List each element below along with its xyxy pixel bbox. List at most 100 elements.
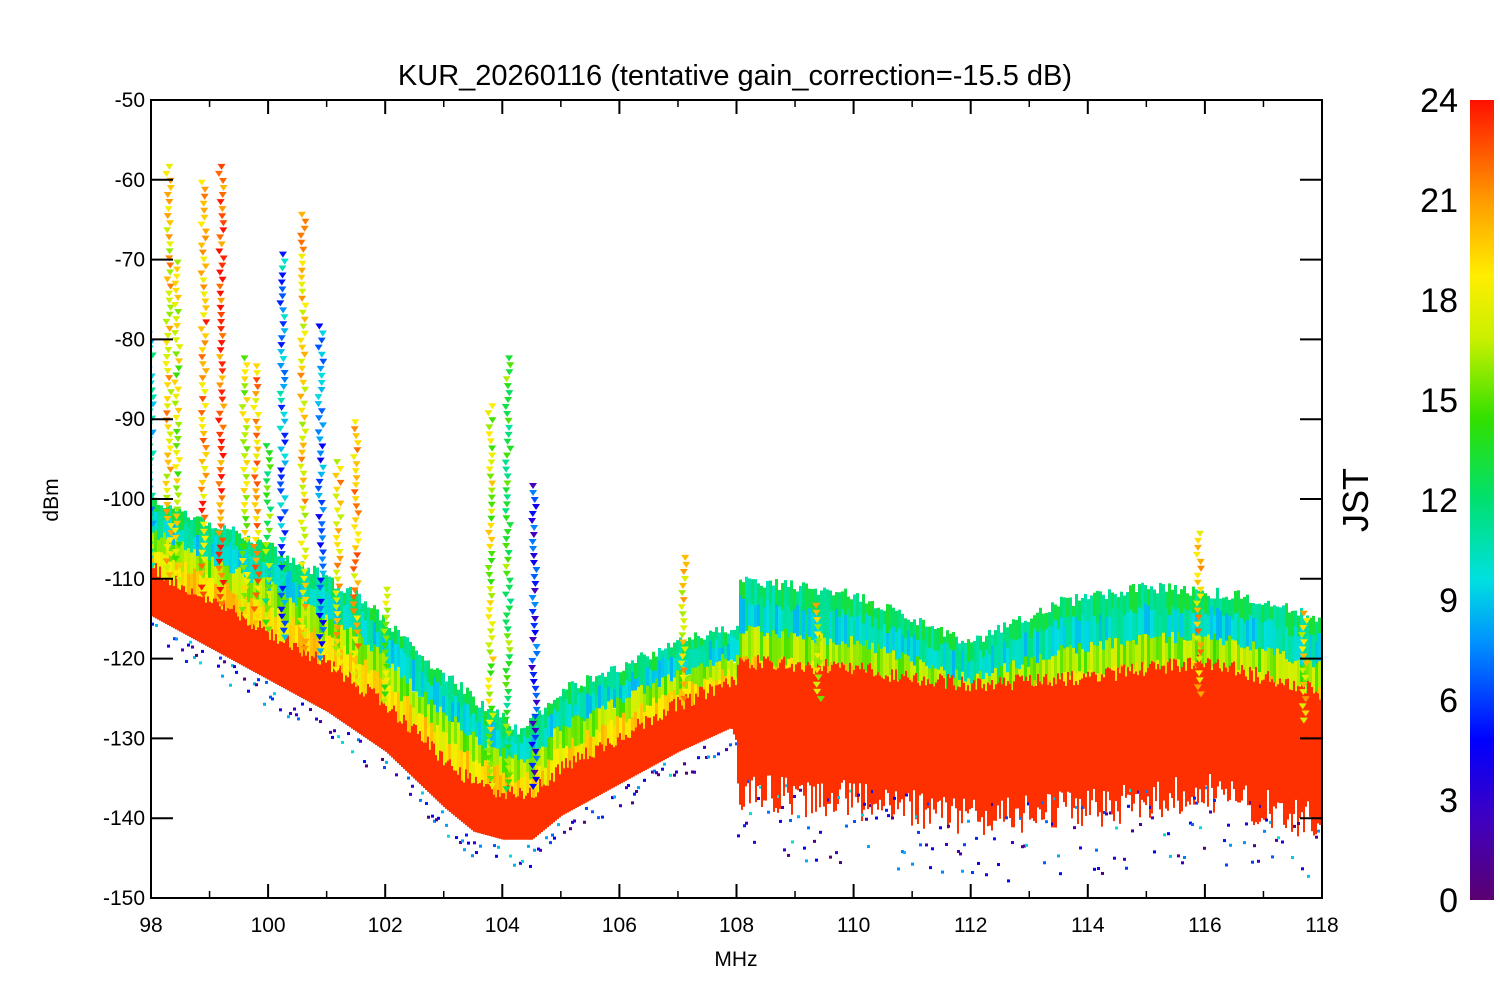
data-band bbox=[379, 630, 382, 661]
noise-floor bbox=[947, 673, 949, 829]
spike-marker bbox=[332, 632, 341, 638]
spike-marker bbox=[502, 376, 511, 383]
data-band bbox=[160, 537, 163, 566]
spike-marker bbox=[380, 628, 389, 635]
spike-marker bbox=[503, 383, 512, 390]
data-point bbox=[611, 796, 614, 800]
data-band bbox=[1150, 638, 1153, 680]
spike-marker bbox=[353, 664, 362, 671]
data-band bbox=[580, 717, 583, 749]
noise-floor bbox=[985, 691, 987, 811]
noise-floor bbox=[1105, 668, 1107, 813]
spike-marker bbox=[216, 460, 225, 467]
data-point bbox=[289, 711, 292, 715]
data-point bbox=[613, 795, 616, 799]
data-band bbox=[922, 619, 925, 652]
noise-floor bbox=[681, 705, 683, 751]
noise-floor bbox=[1079, 679, 1081, 799]
data-band bbox=[460, 707, 463, 733]
spike-marker bbox=[201, 235, 210, 242]
spike-marker bbox=[529, 546, 538, 553]
data-band bbox=[439, 731, 442, 766]
spike-marker bbox=[276, 578, 285, 585]
spike-marker bbox=[265, 527, 274, 534]
data-band bbox=[718, 647, 721, 664]
spike-marker bbox=[380, 684, 389, 691]
data-band bbox=[1120, 644, 1123, 685]
spike-marker bbox=[198, 479, 207, 486]
data-band bbox=[1066, 647, 1069, 692]
data-band bbox=[352, 614, 355, 639]
noise-floor bbox=[817, 662, 819, 784]
spike-marker bbox=[505, 355, 514, 362]
spike-marker bbox=[165, 572, 174, 579]
spike-marker bbox=[350, 657, 359, 664]
data-band bbox=[1186, 609, 1189, 645]
spike-marker bbox=[297, 267, 306, 274]
data-band bbox=[559, 708, 562, 734]
spike-marker bbox=[163, 192, 172, 199]
data-band bbox=[535, 765, 538, 801]
data-band bbox=[196, 556, 199, 584]
data-band bbox=[703, 650, 706, 670]
noise-floor bbox=[845, 670, 847, 799]
data-band bbox=[190, 552, 193, 581]
spike-marker bbox=[215, 354, 224, 361]
data-band bbox=[346, 628, 349, 664]
data-band bbox=[757, 583, 760, 618]
data-band bbox=[811, 589, 814, 624]
noise-floor bbox=[893, 679, 895, 815]
noise-floor bbox=[1005, 685, 1007, 819]
data-point bbox=[333, 729, 336, 733]
spike-marker bbox=[253, 384, 262, 391]
data-band bbox=[1075, 653, 1078, 691]
noise-floor bbox=[951, 675, 953, 807]
data-band bbox=[967, 639, 970, 668]
spike-marker bbox=[250, 474, 259, 481]
noise-floor bbox=[321, 660, 323, 709]
spike-marker bbox=[173, 520, 182, 527]
noise-floor bbox=[415, 725, 417, 781]
data-point bbox=[463, 848, 466, 852]
spike-marker bbox=[201, 298, 210, 305]
data-band bbox=[769, 636, 772, 676]
spike-marker bbox=[316, 598, 325, 605]
data-band bbox=[211, 556, 214, 592]
noise-floor bbox=[1271, 679, 1273, 828]
spike-marker bbox=[276, 488, 285, 495]
spike-marker bbox=[504, 417, 513, 424]
data-band bbox=[892, 607, 895, 642]
spike-marker bbox=[1298, 646, 1307, 653]
data-band bbox=[376, 632, 379, 659]
noise-floor bbox=[1249, 666, 1251, 806]
spike-marker bbox=[218, 213, 227, 220]
data-band bbox=[673, 657, 676, 681]
data-band bbox=[514, 724, 517, 750]
x-tick-label: 118 bbox=[1305, 914, 1338, 937]
spike-marker bbox=[238, 558, 247, 565]
spike-marker bbox=[261, 549, 270, 556]
data-band bbox=[283, 560, 286, 583]
spike-marker bbox=[382, 663, 391, 670]
spike-marker bbox=[1193, 572, 1202, 579]
data-band bbox=[271, 542, 274, 577]
data-point bbox=[359, 739, 362, 743]
noise-floor bbox=[299, 652, 301, 697]
data-band bbox=[400, 677, 403, 707]
spike-marker bbox=[352, 622, 361, 629]
data-point bbox=[193, 655, 196, 659]
data-band bbox=[1225, 612, 1228, 648]
data-point bbox=[265, 680, 268, 684]
spike-marker bbox=[265, 591, 274, 598]
data-band bbox=[214, 583, 217, 614]
data-point bbox=[861, 813, 864, 817]
data-band bbox=[1138, 584, 1141, 625]
spike-marker bbox=[1297, 632, 1306, 639]
data-band bbox=[1090, 615, 1093, 654]
noise-floor bbox=[1169, 658, 1171, 794]
spike-marker bbox=[297, 540, 306, 547]
data-point bbox=[1137, 790, 1140, 794]
data-band bbox=[451, 675, 454, 709]
noise-floor bbox=[383, 702, 385, 751]
data-band bbox=[373, 670, 376, 706]
